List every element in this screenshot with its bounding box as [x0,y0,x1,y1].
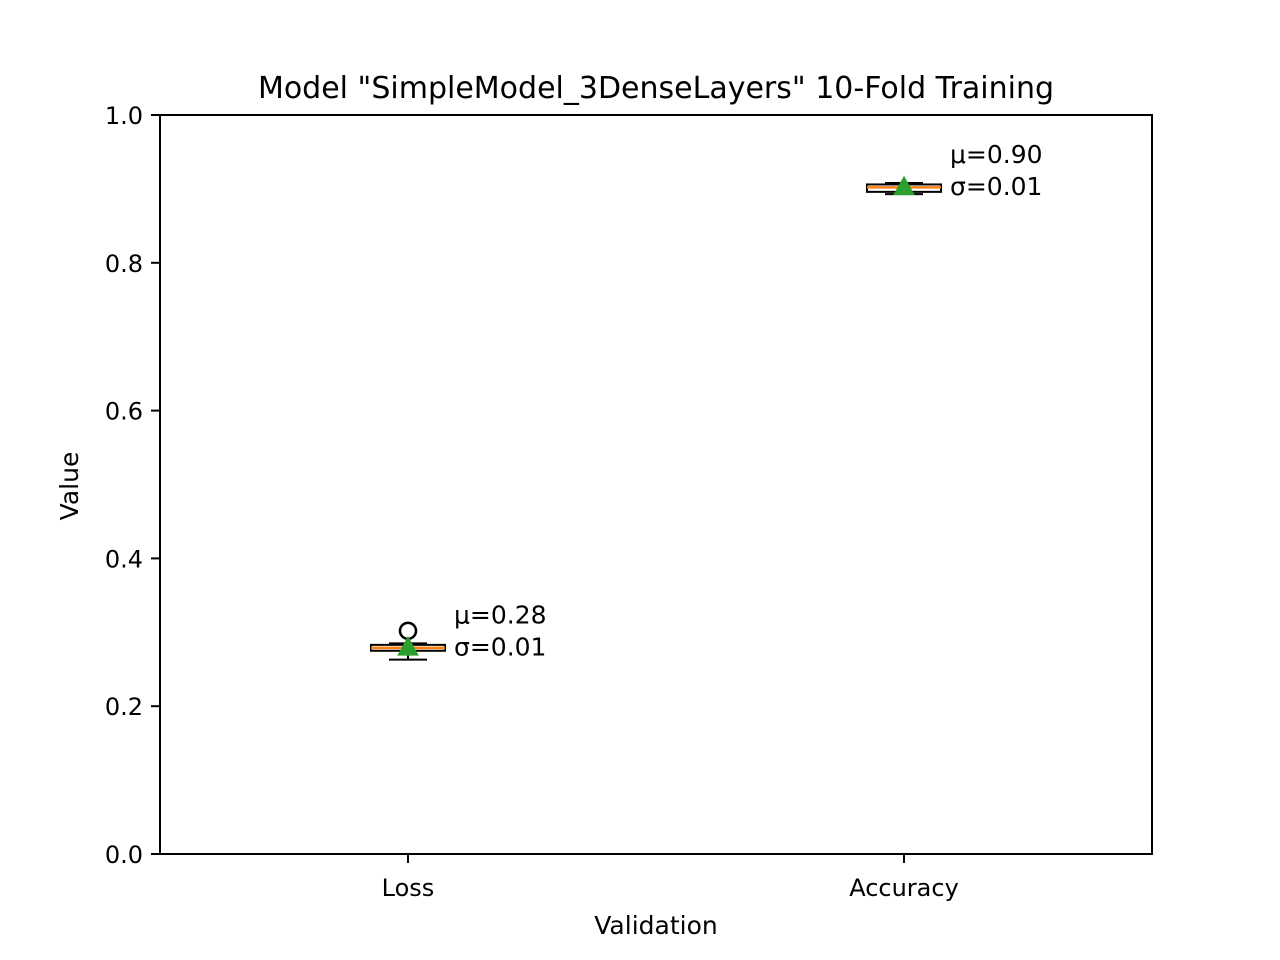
y-axis-label: Value [55,452,84,521]
y-tick-label: 0.2 [105,693,143,721]
x-tick-label: Loss [382,874,435,902]
box-annotation-line: μ=0.90 [950,140,1043,169]
box-annotation-line: σ=0.01 [454,632,546,661]
plot-area: μ=0.28 σ=0.01 μ=0.90 σ=0.01 [370,140,1043,661]
box-loss: μ=0.28 σ=0.01 [370,600,547,661]
x-tick-label: Accuracy [849,874,959,902]
axes-frame [159,114,1153,855]
mean-marker [397,636,419,656]
x-axis-label: Validation [594,911,717,940]
chart-title: Model "SimpleModel_3DenseLayers" 10-Fold… [258,71,1054,106]
y-tick-label: 0.8 [105,250,143,278]
box-accuracy: μ=0.90 σ=0.01 [866,140,1043,201]
y-tick-label: 1.0 [105,102,143,130]
box-annotation-line: μ=0.28 [454,600,547,629]
mean-marker [893,175,915,196]
y-tick-label: 0.0 [105,841,143,869]
y-tick-label: 0.4 [105,545,143,573]
box-annotation-line: σ=0.01 [950,172,1042,201]
y-tick-label: 0.6 [105,398,143,426]
